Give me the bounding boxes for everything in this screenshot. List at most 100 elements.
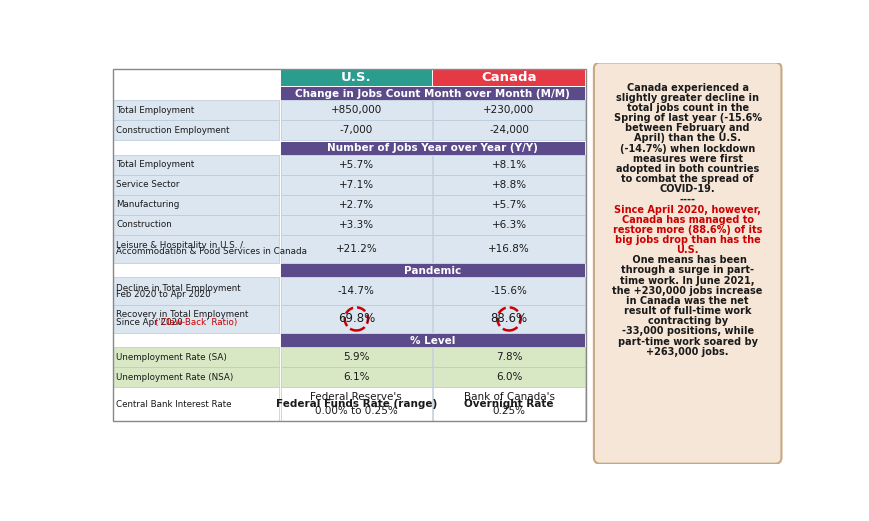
Text: Change in Jobs Count Month over Month (M/M): Change in Jobs Count Month over Month (M… <box>295 89 569 98</box>
Text: Feb 2020 to Apr 2020: Feb 2020 to Apr 2020 <box>116 290 211 299</box>
Text: April) than the U.S.: April) than the U.S. <box>634 133 740 143</box>
Text: +8.1%: +8.1% <box>491 160 526 170</box>
Text: measures were first: measures were first <box>632 154 742 164</box>
Text: +3.3%: +3.3% <box>338 220 374 230</box>
Text: COVID-19.: COVID-19. <box>659 184 714 194</box>
Text: Federal Funds Rate (range): Federal Funds Rate (range) <box>275 400 436 410</box>
Text: to combat the spread of: to combat the spread of <box>620 174 753 184</box>
Text: +7.1%: +7.1% <box>338 180 374 190</box>
Text: +16.8%: +16.8% <box>488 244 529 254</box>
Text: big jobs drop than has the: big jobs drop than has the <box>614 235 760 245</box>
Text: Construction: Construction <box>116 220 172 229</box>
Text: through a surge in part-: through a surge in part- <box>620 266 753 276</box>
Text: Service Sector: Service Sector <box>116 180 180 190</box>
Text: Spring of last year (-15.6%: Spring of last year (-15.6% <box>613 113 760 123</box>
Text: total jobs count in the: total jobs count in the <box>626 103 748 113</box>
Text: Pandemic: Pandemic <box>403 266 461 276</box>
Bar <box>281 175 431 195</box>
Text: contracting by: contracting by <box>647 316 726 326</box>
Bar <box>281 120 431 140</box>
Bar <box>281 69 431 85</box>
Text: Unemployment Rate (NSA): Unemployment Rate (NSA) <box>116 373 234 382</box>
Text: 0.00% to 0.25%: 0.00% to 0.25% <box>315 406 397 416</box>
Bar <box>433 215 584 235</box>
Text: Federal Reserve's: Federal Reserve's <box>310 392 401 402</box>
Bar <box>433 195 584 215</box>
Text: result of full-time work: result of full-time work <box>623 306 751 316</box>
Text: One means has been: One means has been <box>628 255 746 265</box>
Text: +8.8%: +8.8% <box>491 180 526 190</box>
Bar <box>281 305 431 333</box>
Text: Leisure & Hospitality in U.S. /: Leisure & Hospitality in U.S. / <box>116 241 243 250</box>
Text: % Level: % Level <box>409 336 454 346</box>
Text: -14.7%: -14.7% <box>337 286 375 296</box>
Bar <box>281 367 431 388</box>
Bar <box>112 305 279 333</box>
Text: Accommodation & Food Services in Canada: Accommodation & Food Services in Canada <box>116 247 307 256</box>
Text: U.S.: U.S. <box>676 245 698 255</box>
Bar <box>433 367 584 388</box>
Text: Manufacturing: Manufacturing <box>116 201 180 209</box>
Text: Total Employment: Total Employment <box>116 106 195 115</box>
Text: 6.0%: 6.0% <box>495 373 521 382</box>
Bar <box>433 100 584 120</box>
Text: time work. In June 2021,: time work. In June 2021, <box>620 276 754 286</box>
Bar <box>112 195 279 215</box>
Text: Number of Jobs Year over Year (Y/Y): Number of Jobs Year over Year (Y/Y) <box>327 143 538 153</box>
Text: Bank of Canada's: Bank of Canada's <box>463 392 554 402</box>
Text: -33,000 positions, while: -33,000 positions, while <box>620 327 753 337</box>
Bar <box>281 348 431 367</box>
Text: +263,000 jobs.: +263,000 jobs. <box>646 347 728 357</box>
Bar <box>281 155 431 175</box>
Bar <box>281 277 431 305</box>
Text: Unemployment Rate (SA): Unemployment Rate (SA) <box>116 353 227 362</box>
Bar <box>112 155 279 175</box>
Bar <box>433 305 584 333</box>
Bar <box>112 348 279 367</box>
Bar <box>433 69 584 85</box>
Text: Since April 2020, however,: Since April 2020, however, <box>614 205 760 215</box>
Text: Since Apr 2020: Since Apr 2020 <box>116 317 183 327</box>
Bar <box>433 175 584 195</box>
Bar <box>112 367 279 388</box>
Text: restore more (88.6%) of its: restore more (88.6%) of its <box>613 225 761 235</box>
Text: 0.25%: 0.25% <box>492 406 525 416</box>
Bar <box>112 235 279 263</box>
Text: the +230,000 jobs increase: the +230,000 jobs increase <box>612 286 762 296</box>
Text: +21.2%: +21.2% <box>335 244 377 254</box>
FancyBboxPatch shape <box>594 63 780 464</box>
Bar <box>112 215 279 235</box>
Bar <box>281 215 431 235</box>
Bar <box>281 264 584 277</box>
Bar <box>281 334 584 348</box>
Bar <box>433 277 584 305</box>
Bar <box>112 100 279 120</box>
Text: 69.8%: 69.8% <box>337 313 375 326</box>
Text: Construction Employment: Construction Employment <box>116 126 229 135</box>
Bar <box>112 120 279 140</box>
Text: +6.3%: +6.3% <box>491 220 526 230</box>
Text: in Canada was the net: in Canada was the net <box>626 296 748 306</box>
Text: U.S.: U.S. <box>341 71 371 84</box>
Text: Decline in Total Employment: Decline in Total Employment <box>116 283 241 293</box>
Text: +2.7%: +2.7% <box>338 200 374 210</box>
Text: (-14.7%) when lockdown: (-14.7%) when lockdown <box>620 143 754 154</box>
Text: 7.8%: 7.8% <box>495 352 521 363</box>
Text: Overnight Rate: Overnight Rate <box>464 400 554 410</box>
Bar <box>112 69 586 421</box>
Bar <box>433 235 584 263</box>
Text: -7,000: -7,000 <box>340 125 373 135</box>
Text: Canada has managed to: Canada has managed to <box>621 215 753 225</box>
Text: part-time work soared by: part-time work soared by <box>617 337 757 346</box>
Text: 5.9%: 5.9% <box>342 352 369 363</box>
Text: 6.1%: 6.1% <box>342 373 369 382</box>
Bar <box>281 388 431 421</box>
Bar <box>281 100 431 120</box>
Text: Canada: Canada <box>481 71 536 84</box>
Text: Central Bank Interest Rate: Central Bank Interest Rate <box>116 400 232 409</box>
Text: -15.6%: -15.6% <box>490 286 527 296</box>
Text: ----: ---- <box>679 194 695 204</box>
Bar <box>433 120 584 140</box>
Text: +850,000: +850,000 <box>330 105 381 115</box>
Bar <box>433 388 584 421</box>
